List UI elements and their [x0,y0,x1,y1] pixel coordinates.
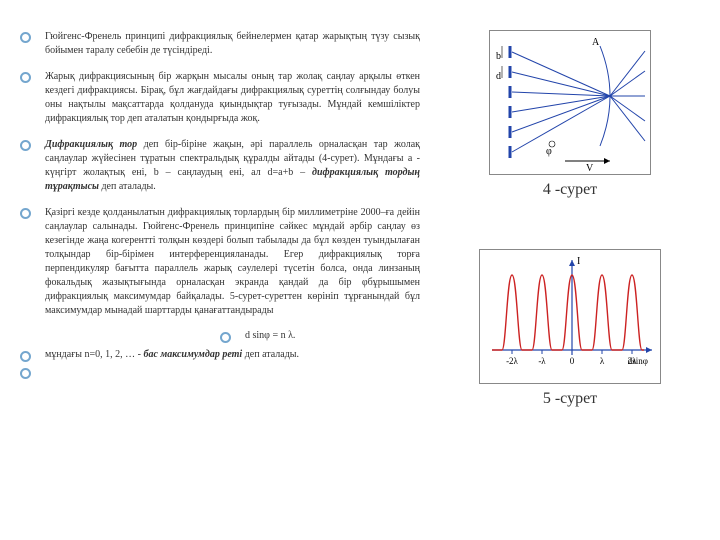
svg-text:b: b [496,51,501,62]
bullet-3: Дифракциялық тор деп бір-біріне жақын, ә… [20,138,420,194]
bullet-2: Жарық дифракциясының бір жарқын мысалы о… [20,70,420,126]
bullet-icon [20,351,31,362]
bullet-5-text: мұндағы n=0, 1, 2, … - бас максимумдар р… [45,349,420,362]
bullet-3-text: Дифракциялық тор деп бір-біріне жақын, ә… [45,138,420,194]
svg-text:A: A [592,37,600,48]
bullet-icon [20,32,31,43]
bullet-icon [20,368,31,379]
svg-text:0: 0 [570,356,575,366]
bullet-icon [220,332,231,343]
figure-5-caption: 5 -сурет [543,390,597,408]
empty-bullet [20,366,420,379]
svg-text:-λ: -λ [538,356,546,366]
bullet-icon [20,72,31,83]
svg-text:V: V [586,163,594,171]
svg-text:φ: φ [546,146,552,157]
equation-line: d sinφ = n λ. [220,330,420,343]
svg-text:I: I [577,256,580,267]
bullet-2-text: Жарық дифракциясының бір жарқын мысалы о… [45,70,420,126]
term-main-maxima: бас максимумдар реті [144,349,243,360]
bullet-4: Қазіргі кезде қолданылатын дифракциялық … [20,206,420,318]
figure-4-caption: 4 -сурет [543,181,597,199]
svg-text:λ: λ [600,356,605,366]
bullet-5-pre: мұндағы n=0, 1, 2, … - [45,349,144,360]
bullet-1: Гюйгенс-Френель принципі дифракциялық бе… [20,30,420,58]
svg-text:-2λ: -2λ [506,356,518,366]
figure-column: bdAφV 4 -сурет I-2λ-λ0λ2λdsinφ 5 -сурет [440,30,700,438]
bullet-4-text: Қазіргі кезде қолданылатын дифракциялық … [45,206,420,318]
figure-4-diagram: bd Aφ V [490,31,650,171]
text-column: Гюйгенс-Френель принципі дифракциялық бе… [20,30,440,438]
bullet-5: мұндағы n=0, 1, 2, … - бас максимумдар р… [20,349,420,362]
figure-5-diagram: I-2λ-λ0λ2λdsinφ [480,250,660,380]
bullet-3-end: деп аталады. [99,181,156,192]
figure-4-box: bd Aφ V [489,30,651,175]
equation-text: d sinφ = n λ. [245,330,295,343]
svg-text:dsinφ: dsinφ [628,356,648,366]
figure-5-box: I-2λ-λ0λ2λdsinφ [479,249,661,384]
bullet-1-text: Гюйгенс-Френель принципі дифракциялық бе… [45,30,420,58]
bullet-icon [20,140,31,151]
term-diffraction-grating: Дифракциялық тор [45,139,137,150]
svg-text:d: d [496,71,501,82]
page-container: Гюйгенс-Френель принципі дифракциялық бе… [20,30,700,438]
bullet-5-end: деп аталады. [242,349,299,360]
bullet-icon [20,208,31,219]
